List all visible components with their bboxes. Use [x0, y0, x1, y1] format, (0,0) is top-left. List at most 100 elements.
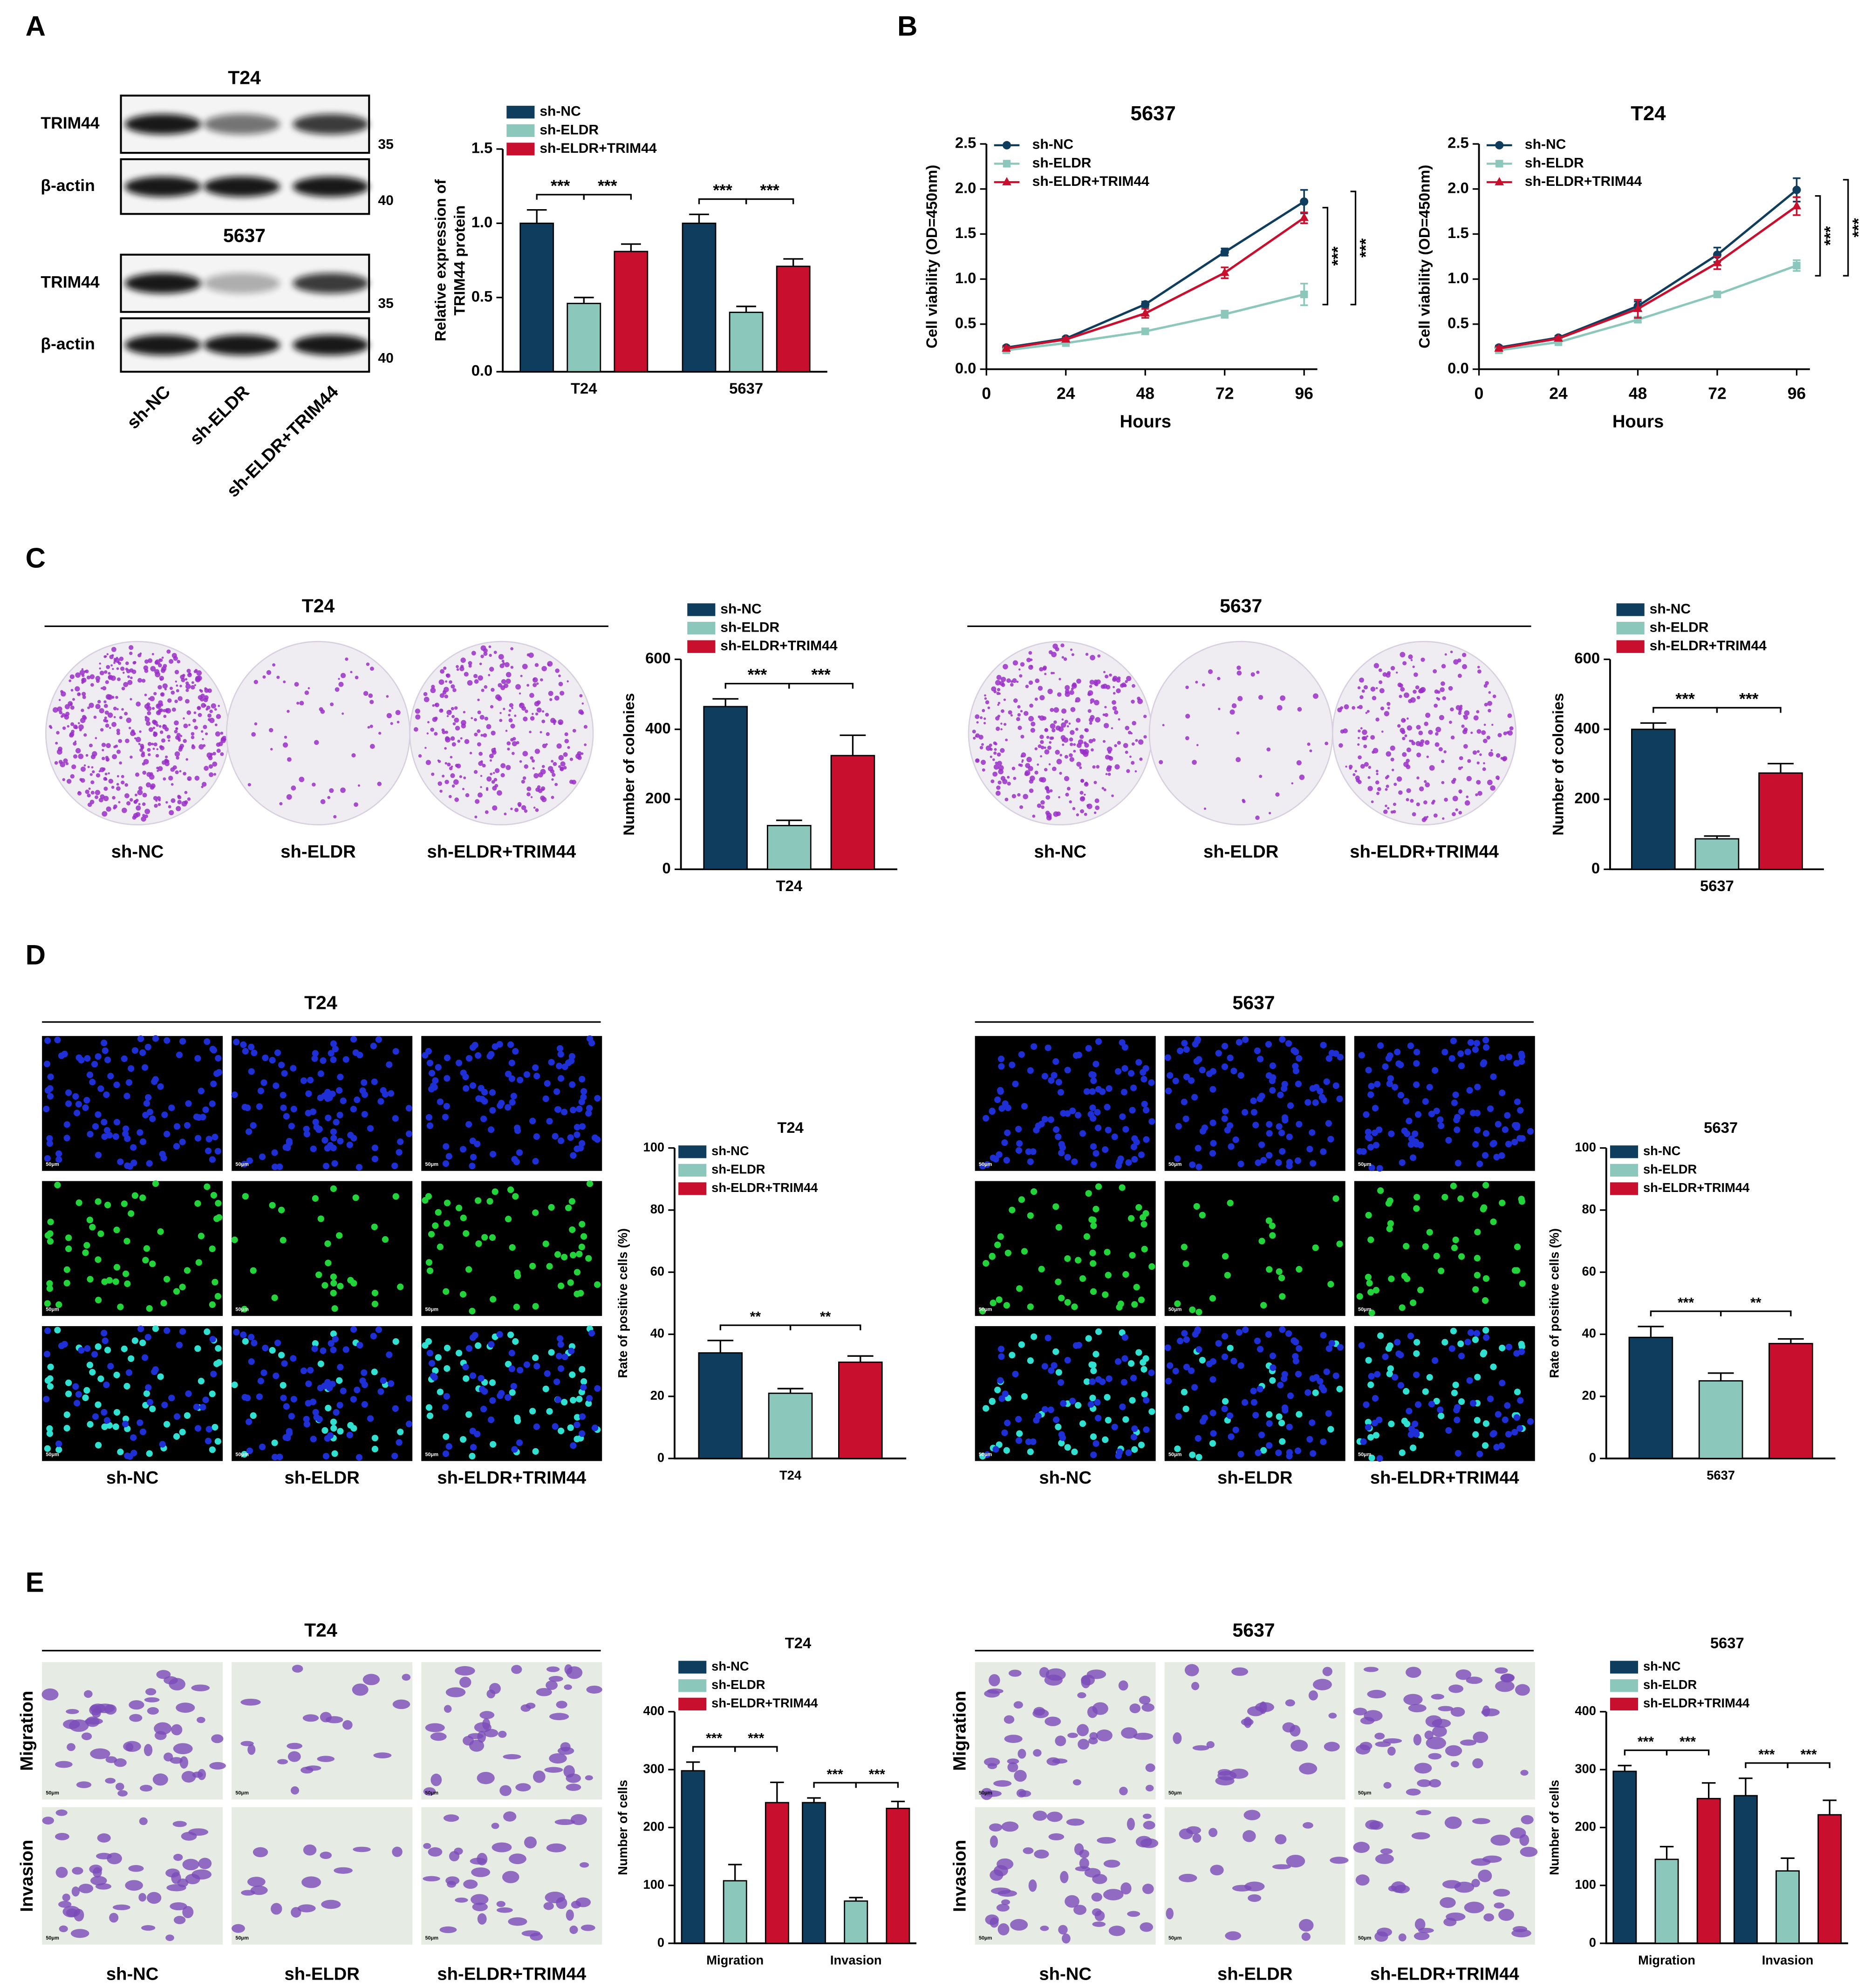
- colony: [1367, 786, 1373, 791]
- colony: [168, 776, 173, 781]
- nucleus: [1391, 1374, 1399, 1381]
- nucleus: [1035, 1122, 1042, 1130]
- nucleus: [97, 1230, 104, 1237]
- cell: [1328, 1712, 1337, 1719]
- legend-swatch: [506, 143, 535, 156]
- nucleus: [998, 1063, 1005, 1070]
- nucleus: [1406, 1408, 1413, 1415]
- cell: [156, 1670, 171, 1679]
- colony: [1073, 749, 1076, 753]
- nucleus: [375, 1036, 382, 1043]
- colony: [1464, 710, 1470, 716]
- y-axis-label: TRIM44 protein: [451, 205, 468, 316]
- colony: [73, 754, 78, 759]
- scale-bar-label: 50μm: [46, 1935, 59, 1941]
- colony: [82, 695, 86, 699]
- x-axis-label: Hours: [1612, 411, 1664, 431]
- nucleus: [1372, 1395, 1379, 1402]
- cell: [173, 1743, 193, 1755]
- nucleus: [1413, 1194, 1420, 1201]
- nucleus: [336, 1377, 343, 1384]
- nucleus: [1412, 1130, 1419, 1137]
- nucleus: [508, 1365, 515, 1372]
- colony: [1069, 800, 1072, 803]
- colony: [498, 683, 502, 688]
- colony: [1357, 743, 1360, 746]
- nucleus: [1482, 1044, 1490, 1051]
- legend-swatch: [678, 1661, 707, 1674]
- colony: [340, 673, 346, 678]
- chart-title: T24: [1631, 102, 1666, 125]
- colony: [560, 691, 565, 696]
- nucleus: [1399, 1159, 1406, 1166]
- colony: [1360, 764, 1365, 769]
- nucleus: [574, 1421, 580, 1429]
- colony: [1424, 722, 1428, 726]
- nucleus: [567, 1348, 575, 1355]
- nucleus: [1472, 1431, 1479, 1438]
- nucleus: [1325, 1120, 1332, 1127]
- cell: [1322, 1667, 1332, 1676]
- nucleus: [259, 1153, 266, 1160]
- colony: [1359, 677, 1364, 683]
- nucleus: [1413, 1350, 1420, 1357]
- nucleus: [131, 1192, 138, 1199]
- nucleus: [996, 1151, 1003, 1158]
- colony: [105, 756, 109, 759]
- cell: [1466, 1676, 1483, 1684]
- colony: [329, 788, 334, 793]
- legend-swatch: [1610, 1182, 1639, 1195]
- nucleus: [231, 1236, 238, 1243]
- nucleus: [1518, 1343, 1525, 1350]
- colony: [434, 732, 438, 736]
- nucleus: [463, 1375, 470, 1382]
- nucleus: [350, 1036, 357, 1043]
- nucleus: [529, 1263, 536, 1270]
- colony: [452, 722, 456, 726]
- nucleus: [1221, 1405, 1228, 1412]
- nucleus: [1518, 1348, 1525, 1355]
- nucleus: [128, 1210, 135, 1217]
- nucleus: [104, 1201, 111, 1209]
- colony: [461, 720, 466, 726]
- y-tick-label: 80: [650, 1202, 664, 1216]
- blot-band: [204, 176, 280, 197]
- nucleus: [152, 1035, 159, 1042]
- colony: [130, 676, 133, 680]
- colony: [220, 731, 224, 735]
- nucleus: [101, 1133, 108, 1140]
- nucleus: [1227, 1199, 1234, 1206]
- colony: [1358, 755, 1362, 760]
- nucleus: [269, 1347, 276, 1354]
- colony: [526, 684, 530, 687]
- y-tick-label: 600: [1574, 649, 1600, 667]
- colony: [1096, 765, 1100, 769]
- nucleus: [336, 1402, 343, 1409]
- nucleus: [1412, 1420, 1419, 1428]
- colony: [1118, 718, 1120, 721]
- cell: [1033, 1749, 1042, 1757]
- cell: [1374, 1931, 1388, 1942]
- nucleus: [176, 1051, 183, 1058]
- colony: [475, 799, 480, 804]
- nucleus: [579, 1430, 586, 1437]
- nucleus: [1052, 1126, 1060, 1133]
- nucleus: [475, 1342, 482, 1349]
- nucleus: [273, 1372, 280, 1379]
- nucleus: [505, 1216, 512, 1223]
- colony: [1344, 704, 1349, 709]
- group-label: sh-NC: [106, 1964, 159, 1984]
- y-axis-label: Number of cells: [615, 1780, 630, 1875]
- cell: [78, 1884, 94, 1893]
- colony: [366, 662, 370, 666]
- nucleus: [1373, 1142, 1379, 1149]
- colony: [508, 709, 512, 712]
- nucleus: [271, 1164, 279, 1171]
- colony: [1040, 800, 1045, 805]
- marker: [1221, 310, 1229, 318]
- colony: [1088, 739, 1093, 743]
- nucleus: [1051, 1072, 1058, 1079]
- cell: [1048, 1833, 1065, 1840]
- nucleus: [303, 1130, 310, 1137]
- nucleus: [1058, 1294, 1065, 1301]
